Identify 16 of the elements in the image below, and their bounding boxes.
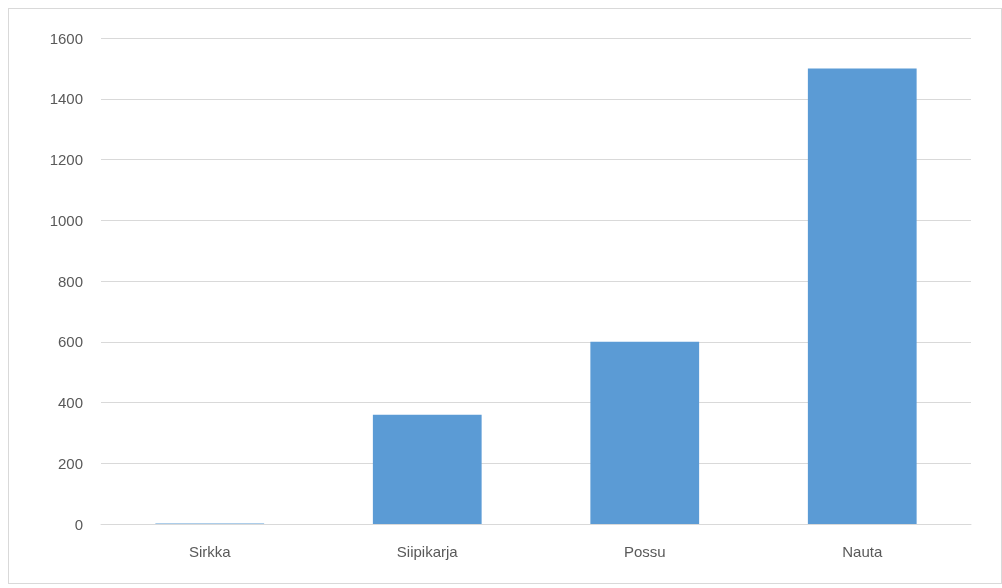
y-tick-label: 1000 — [49, 211, 83, 229]
bar — [372, 414, 482, 524]
x-tick-label: Siipikarja — [396, 543, 459, 560]
bar — [807, 68, 917, 524]
y-tick-label: 1200 — [49, 151, 83, 168]
y-tick-label: 1600 — [49, 29, 83, 47]
x-tick-label: Nauta — [842, 543, 883, 560]
y-tick-label: 200 — [57, 454, 83, 472]
y-tick-label: 400 — [57, 394, 83, 411]
y-tick-label: 0 — [74, 515, 83, 533]
x-tick-label: Possu — [623, 543, 666, 560]
bar — [590, 341, 700, 524]
y-tick-label: 800 — [57, 272, 83, 290]
y-tick-label: 600 — [57, 333, 83, 351]
y-tick-label: 1400 — [49, 90, 83, 108]
x-tick-label: Sirkka — [188, 543, 232, 560]
